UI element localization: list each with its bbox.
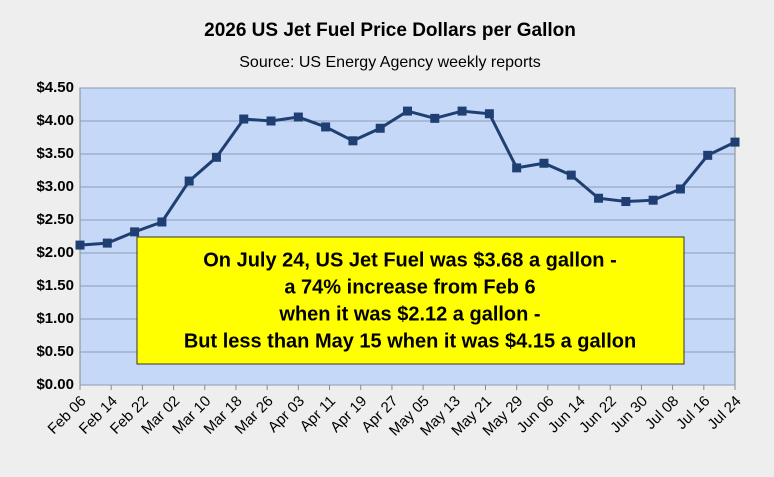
marker — [75, 240, 85, 250]
y-tick-label: $1.50 — [36, 277, 74, 294]
y-tick-label: $2.00 — [36, 244, 74, 261]
marker — [403, 106, 412, 116]
marker — [457, 106, 467, 116]
marker — [184, 176, 194, 186]
marker — [348, 136, 358, 146]
marker — [211, 152, 221, 162]
y-tick-label: $0.50 — [36, 343, 74, 360]
y-tick-label: $2.50 — [36, 211, 74, 228]
annotation-text: a 74% increase from Feb 6 — [284, 276, 535, 298]
marker — [512, 163, 522, 173]
marker — [675, 184, 685, 194]
marker — [703, 150, 713, 160]
annotation-text: when it was $2.12 a gallon - — [278, 303, 540, 325]
marker — [239, 114, 249, 124]
y-tick-label: $4.00 — [36, 112, 74, 129]
marker — [321, 122, 331, 132]
marker — [293, 112, 303, 122]
annotation-box — [136, 236, 685, 365]
y-tick-label: $1.00 — [36, 310, 74, 327]
y-tick-label: $3.00 — [36, 178, 74, 195]
marker — [539, 158, 549, 168]
marker — [730, 137, 740, 147]
marker — [566, 170, 576, 180]
marker — [266, 116, 276, 126]
chart-subtitle: Source: US Energy Agency weekly reports — [239, 54, 540, 71]
annotation-text: On July 24, US Jet Fuel was $3.68 a gall… — [203, 249, 617, 271]
marker — [648, 195, 658, 205]
annotation-text: But less than May 15 when it was $4.15 a… — [184, 330, 636, 352]
marker — [157, 217, 167, 227]
marker — [102, 238, 112, 248]
y-tick-label: $3.50 — [36, 145, 74, 162]
chart-title: 2026 US Jet Fuel Price Dollars per Gallo… — [204, 20, 576, 41]
y-tick-label: $4.50 — [36, 79, 74, 96]
marker — [430, 113, 440, 123]
marker — [484, 109, 494, 119]
marker — [621, 197, 631, 207]
marker — [130, 227, 140, 237]
marker — [375, 123, 385, 133]
y-tick-label: $0.00 — [36, 376, 74, 393]
marker — [594, 193, 604, 203]
